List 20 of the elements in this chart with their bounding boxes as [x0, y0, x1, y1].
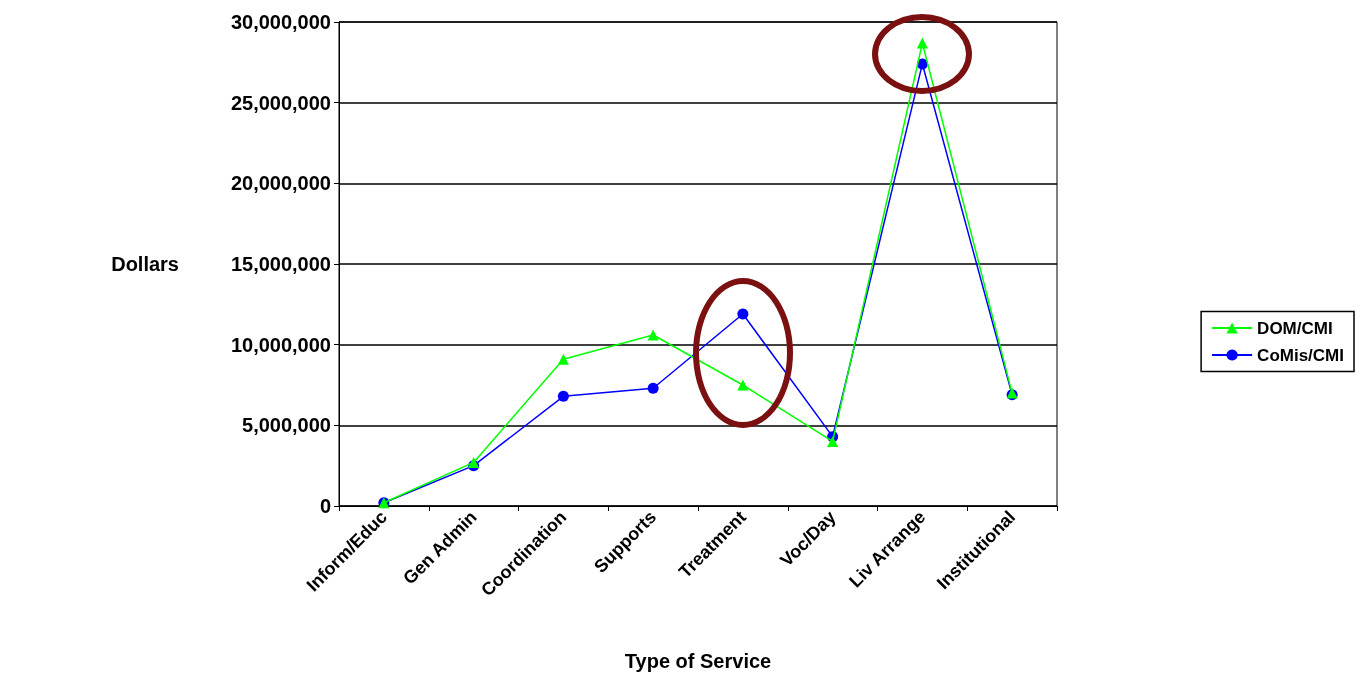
y-tick-label: 20,000,000: [230, 172, 331, 195]
legend-label: DOM/CMI: [1257, 318, 1333, 338]
point: [557, 390, 569, 402]
y-tick-label: 0: [319, 495, 331, 517]
y-tick-label: 15,000,000: [230, 253, 331, 275]
legend-label: CoMis/CMI: [1257, 345, 1345, 365]
point: [647, 382, 659, 394]
point: [647, 329, 659, 341]
point: [737, 308, 749, 320]
point: [916, 37, 928, 49]
point: [557, 353, 569, 365]
point: [737, 379, 749, 391]
y-axis-title: Dollars: [111, 253, 179, 275]
y-tick-label: 25,000,000: [230, 91, 331, 114]
point: [827, 435, 839, 447]
y-tick-label: 5,000,000: [242, 414, 331, 437]
y-tick-label: 30,000,000: [230, 11, 331, 33]
y-tick-label: 10,000,000: [230, 333, 331, 356]
x-axis-title: Type of Service: [624, 650, 772, 672]
point: [468, 456, 480, 468]
